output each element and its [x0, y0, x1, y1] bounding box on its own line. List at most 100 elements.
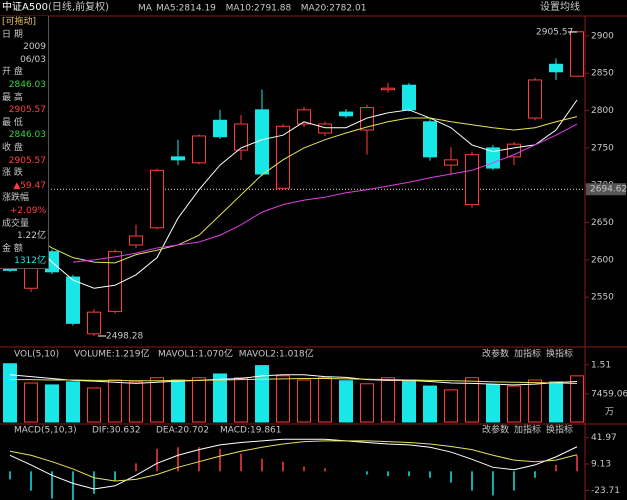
line: [9, 116, 578, 264]
button[interactable]: 改参数: [482, 348, 509, 360]
volume-bar: [129, 381, 143, 423]
annotation: 2905.57: [536, 28, 573, 38]
y-tick-label: 9.13: [591, 460, 611, 470]
info-text: 日 期: [2, 29, 23, 40]
legend-entry: DIF:30.632: [92, 426, 141, 436]
candle-body: [150, 169, 164, 229]
symbol: 中证A500: [2, 2, 48, 13]
legend-entry: MA5:2814.19: [156, 4, 216, 14]
button[interactable]: 换指标: [546, 424, 573, 436]
line: [9, 438, 578, 490]
info-text: 涨 跌: [2, 168, 23, 179]
volume-bar: [150, 377, 164, 423]
volume-bar: [318, 377, 332, 423]
legend-text: VOL(5,10): [14, 350, 59, 360]
candle-body: [570, 31, 584, 77]
info-text: 最 高: [2, 92, 23, 103]
candle-body: [171, 156, 185, 161]
legend-entry: MAVOL1:1.070亿: [158, 348, 233, 360]
candle-body: [465, 154, 479, 206]
candle-body: [444, 159, 458, 166]
volume-bar: [465, 377, 479, 423]
candle-body: [549, 63, 563, 73]
volume-bar: [108, 379, 122, 423]
y-tick-label: 41.97: [591, 433, 617, 443]
info-text: 收 盘: [2, 142, 23, 153]
volume-bar: [213, 373, 227, 423]
info-text: [可拖动]: [2, 17, 37, 27]
info-text: 2905.57: [8, 155, 46, 166]
volume-bar: [24, 382, 38, 423]
info-text: 最 低: [2, 117, 23, 128]
legend-text: MACD(5,10,3): [14, 426, 77, 436]
reference-box: [586, 183, 626, 196]
info-text: 2846.03: [8, 79, 46, 90]
button[interactable]: 加指标: [514, 424, 541, 436]
volume-bar: [171, 379, 185, 423]
legend-text: MA: [138, 4, 153, 14]
info-text: 开 盘: [2, 67, 23, 78]
candle-body: [339, 111, 353, 117]
volume-bar: [528, 379, 542, 423]
line: [10, 377, 578, 384]
line: [9, 440, 578, 482]
candle-body: [528, 79, 542, 119]
volume-bar: [234, 377, 248, 423]
candle-body: [360, 107, 374, 131]
settings[interactable]: 设置均线: [540, 2, 580, 13]
candle-body: [297, 109, 311, 125]
info-text: 2846.03: [8, 130, 46, 141]
volume-bar: [66, 381, 80, 423]
info-text: 1312亿: [14, 256, 46, 267]
candle-body: [213, 119, 227, 138]
info-text: ▲59.47: [13, 180, 46, 191]
volume-bar: [381, 377, 395, 423]
unit: 万: [605, 408, 614, 418]
y-tick-label: 2900: [591, 31, 614, 41]
volume-bar: [45, 384, 59, 423]
volume-bar: [507, 385, 521, 423]
info-text: 金 额: [2, 243, 23, 254]
volume-bar: [3, 363, 17, 423]
y-tick-label: 1.51: [591, 360, 611, 370]
y-tick-label: 2750: [591, 143, 614, 153]
volume-bar: [297, 379, 311, 423]
annotation: 2498.28: [106, 332, 143, 342]
volume-bar: [276, 375, 290, 423]
legend-entry: MACD:19.861: [220, 426, 282, 436]
info-text: +2.09%: [9, 205, 46, 216]
candle-body: [192, 135, 206, 164]
candle-body: [129, 235, 143, 246]
line: [9, 99, 578, 289]
volume-bar: [444, 389, 458, 423]
y-tick-label: 2850: [591, 69, 614, 79]
button[interactable]: 加指标: [514, 348, 541, 360]
candle-body: [381, 87, 395, 91]
legend-text: VOLUME:1.219亿: [74, 348, 150, 360]
legend-entry: MA10:2791.88: [226, 4, 292, 14]
line: [9, 374, 578, 386]
reference-label: 2694.62: [590, 185, 627, 195]
volume-bar: [549, 381, 563, 423]
candle-body: [276, 125, 290, 189]
button[interactable]: 换指标: [546, 348, 573, 360]
y-tick-label: 2600: [591, 255, 614, 265]
y-tick-label: 7459.06: [591, 389, 627, 399]
info-text: 1.22亿: [16, 231, 46, 242]
candle-body: [486, 147, 500, 169]
volume-bar: [192, 377, 206, 423]
volume-bar: [339, 380, 353, 423]
info-text: 成交量: [2, 218, 30, 229]
candle-body: [234, 123, 248, 151]
info-text: 06/03: [20, 54, 46, 65]
info-text: 涨跌幅: [2, 193, 30, 204]
mode[interactable]: (日线,前复权): [48, 2, 109, 13]
volume-bar: [486, 384, 500, 423]
volume-bar: [402, 379, 416, 423]
volume-bar: [360, 383, 374, 423]
y-tick-label: 2550: [591, 293, 614, 303]
button[interactable]: 改参数: [482, 424, 509, 436]
legend-entry: MAVOL2:1.018亿: [239, 348, 314, 360]
